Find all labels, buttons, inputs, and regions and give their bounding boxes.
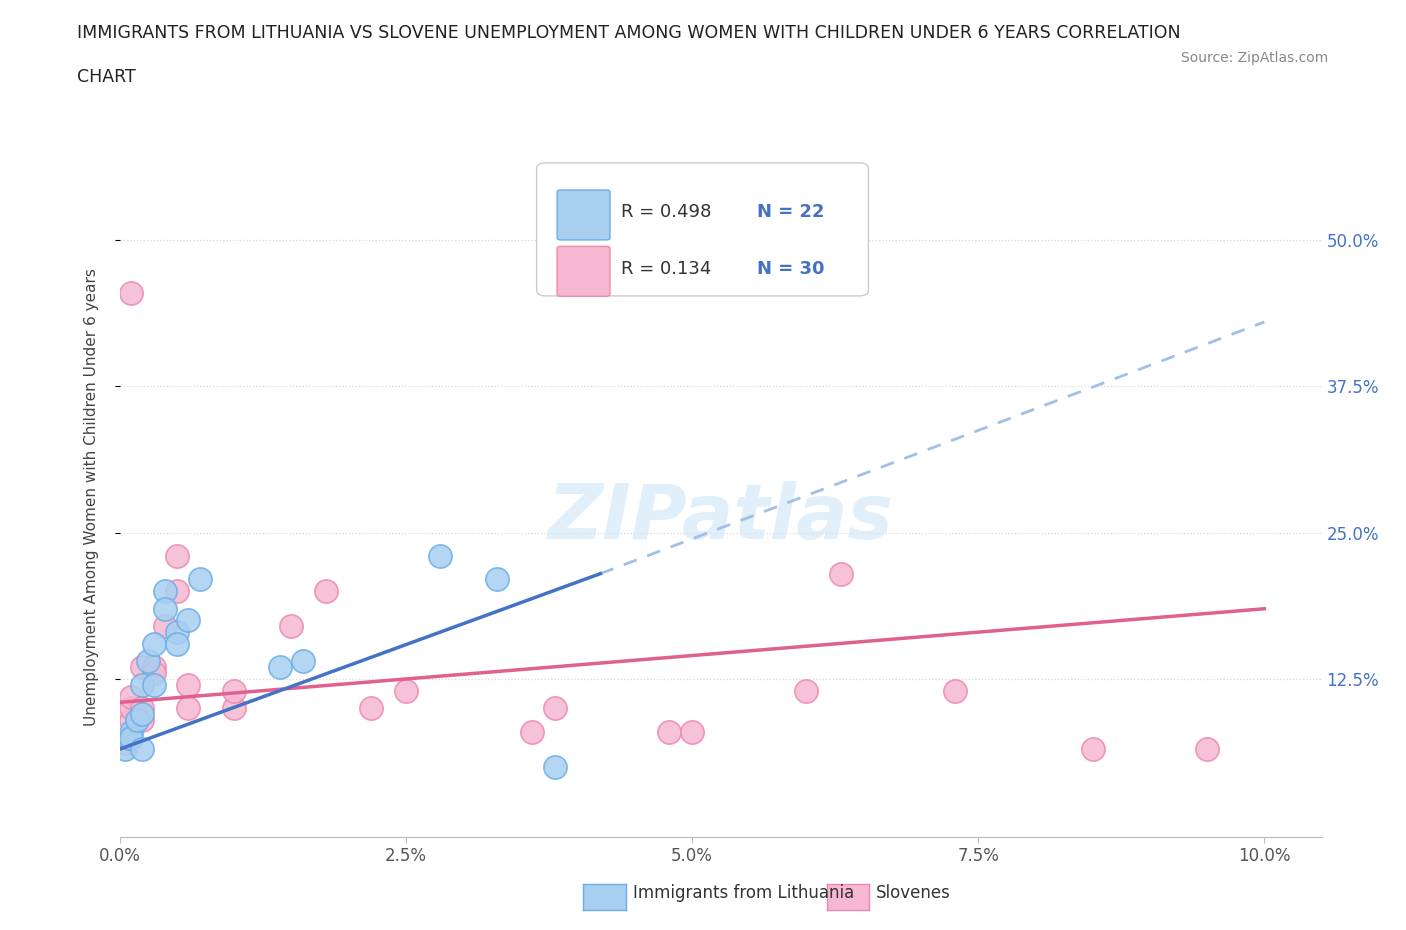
Text: N = 22: N = 22: [756, 204, 824, 221]
Text: R = 0.134: R = 0.134: [621, 259, 711, 278]
Point: [166, 549, 188, 564]
Text: CHART: CHART: [77, 68, 136, 86]
Text: Immigrants from Lithuania: Immigrants from Lithuania: [633, 884, 853, 902]
Point: [658, 724, 681, 739]
Point: [681, 724, 703, 739]
Point: [269, 660, 291, 675]
Point: [166, 584, 188, 599]
Point: [131, 742, 153, 757]
Point: [120, 730, 142, 745]
Text: IMMIGRANTS FROM LITHUANIA VS SLOVENE UNEMPLOYMENT AMONG WOMEN WITH CHILDREN UNDE: IMMIGRANTS FROM LITHUANIA VS SLOVENE UNE…: [77, 24, 1181, 42]
Point: [142, 677, 165, 692]
Point: [543, 701, 565, 716]
Point: [166, 636, 188, 651]
Point: [120, 286, 142, 300]
Point: [486, 572, 509, 587]
Point: [315, 584, 337, 599]
Point: [1081, 742, 1104, 757]
Point: [142, 666, 165, 681]
Point: [543, 759, 565, 774]
Point: [142, 660, 165, 675]
Point: [131, 677, 153, 692]
Point: [120, 701, 142, 716]
Point: [155, 602, 177, 617]
Point: [1197, 742, 1219, 757]
Point: [796, 684, 818, 698]
Text: Source: ZipAtlas.com: Source: ZipAtlas.com: [1181, 51, 1329, 65]
Text: N = 30: N = 30: [756, 259, 824, 278]
Point: [131, 707, 153, 722]
Text: R = 0.498: R = 0.498: [621, 204, 711, 221]
Point: [131, 712, 153, 727]
Point: [222, 701, 245, 716]
FancyBboxPatch shape: [537, 163, 869, 296]
Point: [943, 684, 966, 698]
Point: [120, 724, 142, 739]
Point: [177, 677, 200, 692]
Point: [125, 712, 148, 727]
Point: [142, 636, 165, 651]
Point: [155, 584, 177, 599]
Text: ZIPatlas: ZIPatlas: [547, 481, 894, 555]
Point: [395, 684, 418, 698]
Point: [177, 701, 200, 716]
Point: [131, 701, 153, 716]
Point: [114, 736, 136, 751]
Point: [280, 618, 302, 633]
Point: [429, 549, 451, 564]
Point: [131, 660, 153, 675]
Point: [222, 684, 245, 698]
Point: [291, 654, 314, 669]
Point: [118, 730, 141, 745]
FancyBboxPatch shape: [557, 190, 610, 240]
Point: [360, 701, 382, 716]
Point: [830, 566, 852, 581]
Text: Slovenes: Slovenes: [876, 884, 950, 902]
Point: [188, 572, 211, 587]
Point: [166, 625, 188, 640]
Point: [520, 724, 543, 739]
FancyBboxPatch shape: [557, 246, 610, 297]
Point: [177, 613, 200, 628]
Point: [114, 742, 136, 757]
Point: [155, 618, 177, 633]
Y-axis label: Unemployment Among Women with Children Under 6 years: Unemployment Among Women with Children U…: [84, 269, 98, 726]
Point: [120, 712, 142, 727]
Point: [120, 689, 142, 704]
Point: [136, 654, 159, 669]
